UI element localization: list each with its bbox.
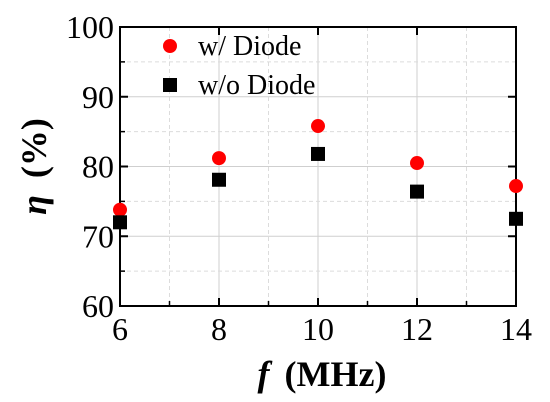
y-axis-label: η (%) [14, 118, 54, 215]
y-tick-label: 100 [66, 9, 114, 45]
series-1 [113, 119, 523, 217]
data-point [509, 179, 523, 194]
x-axis-symbol: f [258, 354, 273, 394]
legend: w/ Diode w/o Diode [163, 31, 315, 101]
data-point [113, 202, 127, 217]
data-point [410, 184, 424, 199]
data-point [311, 146, 325, 161]
data-point [410, 156, 424, 171]
legend-marker [163, 78, 177, 92]
series-2 [113, 146, 523, 230]
legend-label: w/ Diode [198, 31, 301, 62]
y-axis-symbol: η [14, 195, 54, 215]
data-point [311, 119, 325, 134]
y-tick-label: 80 [82, 149, 114, 185]
x-axis-label: f (MHz) [258, 354, 387, 394]
legend-marker [163, 39, 177, 53]
data-point [509, 211, 523, 226]
data-point [212, 172, 226, 187]
grid [119, 26, 517, 307]
y-tick-label: 90 [82, 79, 114, 115]
y-tick-label: 70 [82, 218, 114, 254]
y-axis-unit: (%) [14, 118, 54, 178]
x-axis-unit: (MHz) [285, 354, 387, 394]
x-tick-label: 12 [401, 311, 433, 347]
x-tick-label: 10 [302, 311, 334, 347]
data-point [212, 151, 226, 166]
axis-ticks [119, 26, 517, 307]
y-tick-label: 60 [82, 288, 114, 324]
tick-labels: 6 8 10 12 14 60 70 80 90 100 [66, 9, 532, 347]
x-tick-label: 14 [500, 311, 532, 347]
x-tick-label: 8 [211, 311, 227, 347]
x-tick-label: 6 [112, 311, 128, 347]
data-point [113, 215, 127, 230]
data-marks [113, 119, 523, 230]
legend-label: w/o Diode [198, 70, 315, 101]
